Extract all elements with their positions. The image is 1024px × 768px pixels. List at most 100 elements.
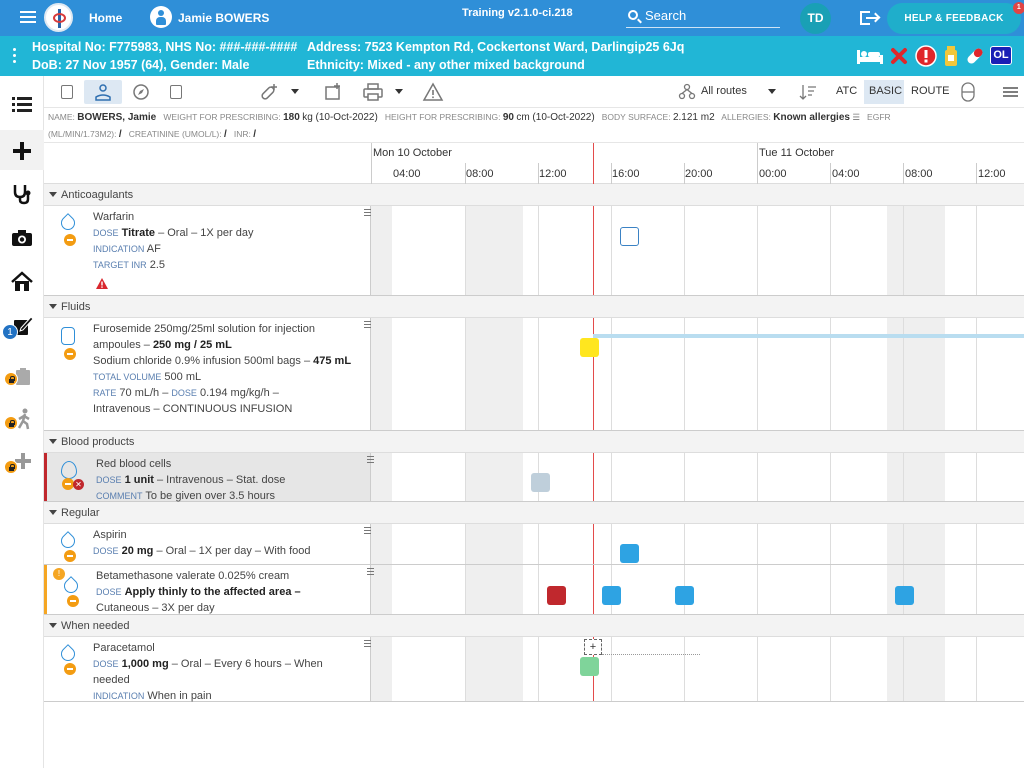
weight-key: WEIGHT FOR PRESCRIBING: <box>163 112 281 122</box>
nav-camera[interactable] <box>0 218 44 258</box>
chart-view-icon[interactable] <box>56 81 78 103</box>
medication-details[interactable]: ! Betamethasone valerate 0.025% cream DO… <box>44 565 374 614</box>
bed-icon[interactable] <box>856 46 884 66</box>
scheduled-dose[interactable] <box>675 586 694 605</box>
nav-add-locked[interactable] <box>0 448 44 488</box>
calendar-add-icon[interactable] <box>322 81 344 103</box>
warning-icon[interactable] <box>96 278 108 289</box>
missed-dose[interactable] <box>547 586 566 605</box>
total-volume-value: 500 mL <box>164 371 202 383</box>
warning-exclaim-icon[interactable] <box>915 45 937 67</box>
basic-view-button[interactable] <box>864 80 904 104</box>
medication-bottle-icon[interactable] <box>943 45 959 67</box>
scheduled-dose[interactable] <box>620 227 639 246</box>
alert-x-icon[interactable] <box>890 47 908 65</box>
chart-toolbar: All routes ATC BASIC ROUTE <box>44 76 1024 108</box>
medication-name: Aspirin <box>93 529 127 541</box>
nav-mobility[interactable] <box>0 404 44 444</box>
dose-key: DOSE <box>96 587 122 597</box>
section-blood-products[interactable]: Blood products <box>44 431 1024 453</box>
logout-icon[interactable] <box>860 9 881 27</box>
clipboard-icon <box>16 368 30 385</box>
row-menu-icon[interactable] <box>364 527 371 536</box>
add-medication-icon[interactable] <box>258 81 280 103</box>
version-label: Training v2.1.0-ci.218 <box>462 7 573 19</box>
user-avatar[interactable]: TD <box>800 3 831 34</box>
medication-row-red-blood-cells[interactable]: ✕ Red blood cells DOSE 1 unit – Intraven… <box>44 453 1024 502</box>
administration-view-tab[interactable] <box>84 80 122 104</box>
scheduled-dose[interactable] <box>620 544 639 563</box>
time-label: 00:00 <box>759 168 787 180</box>
row-menu-icon[interactable] <box>364 321 371 330</box>
atc-view-button[interactable]: ATC <box>836 85 858 97</box>
add-med-dropdown-icon[interactable] <box>291 89 299 94</box>
time-label: 08:00 <box>466 168 494 180</box>
help-feedback-button[interactable]: HELP & FEEDBACK 1 <box>887 2 1024 34</box>
nav-clinical[interactable] <box>0 174 44 214</box>
stat-dose[interactable] <box>531 473 550 492</box>
routes-select[interactable]: All routes <box>701 85 747 97</box>
medication-details[interactable]: Warfarin DOSE Titrate – Oral – 1X per da… <box>44 206 371 295</box>
document-icon[interactable] <box>165 81 187 103</box>
column-menu-icon[interactable] <box>1000 81 1022 103</box>
scheduled-dose[interactable] <box>895 586 914 605</box>
row-menu-icon[interactable] <box>367 456 374 465</box>
medication-name: Furosemide 250mg/25ml solution for injec… <box>93 323 315 351</box>
medication-row-furosemide[interactable]: Furosemide 250mg/25ml solution for injec… <box>44 318 1024 431</box>
ol-badge[interactable]: OL <box>990 46 1012 65</box>
patient-name[interactable]: Jamie BOWERS <box>178 11 270 25</box>
medication-details[interactable]: Aspirin DOSE 20 mg – Oral – 1X per day –… <box>44 524 371 564</box>
section-fluids[interactable]: Fluids <box>44 296 1024 318</box>
pill-icon[interactable] <box>964 45 986 67</box>
nav-home[interactable] <box>0 262 44 302</box>
row-menu-icon[interactable] <box>367 568 374 577</box>
warning-icon[interactable] <box>422 81 444 103</box>
row-menu-icon[interactable] <box>364 640 371 649</box>
timeline-divider <box>371 143 372 185</box>
medication-row-warfarin[interactable]: Warfarin DOSE Titrate – Oral – 1X per da… <box>44 206 1024 296</box>
medication-details[interactable]: ✕ Red blood cells DOSE 1 unit – Intraven… <box>44 453 374 502</box>
infusion-bar[interactable] <box>593 334 1024 338</box>
medication-details[interactable]: Paracetamol DOSE 1,000 mg – Oral – Every… <box>44 637 371 702</box>
home-link[interactable]: Home <box>89 11 123 25</box>
medication-details[interactable]: Furosemide 250mg/25ml solution for injec… <box>44 318 371 430</box>
nav-add[interactable] <box>0 130 44 170</box>
allergies-menu-icon[interactable]: ☰ <box>852 112 860 122</box>
scheduled-dose[interactable] <box>602 586 621 605</box>
route-view-button[interactable]: ROUTE <box>911 85 950 97</box>
medication-row-paracetamol[interactable]: Paracetamol DOSE 1,000 mg – Oral – Every… <box>44 637 1024 702</box>
row-menu-icon[interactable] <box>364 209 371 218</box>
section-anticoagulants[interactable]: Anticoagulants <box>44 184 1024 206</box>
creatinine-value: / <box>224 129 227 140</box>
menu-icon[interactable] <box>20 11 36 23</box>
medication-row-aspirin[interactable]: Aspirin DOSE 20 mg – Oral – 1X per day –… <box>44 524 1024 565</box>
add-prn-dose-button[interactable]: + <box>584 639 602 655</box>
app-logo[interactable] <box>44 3 73 32</box>
timeline-grid <box>371 453 1024 501</box>
search-field[interactable]: Search <box>626 6 780 28</box>
section-regular[interactable]: Regular <box>44 502 1024 524</box>
date-of-birth: DoB: 27 Nov 1957 (64), Gender: Male <box>32 58 250 72</box>
compass-icon[interactable] <box>130 81 152 103</box>
indication-value: AF <box>146 243 161 255</box>
patient-measurements: NAME: BOWERS, Jamie WEIGHT FOR PRESCRIBI… <box>44 108 1024 142</box>
routes-dropdown-icon[interactable] <box>768 89 776 94</box>
print-dropdown-icon[interactable] <box>395 89 403 94</box>
nav-list[interactable] <box>0 86 44 126</box>
time-label: 04:00 <box>832 168 860 180</box>
hand-medication-icon <box>95 84 111 101</box>
capsule-icon[interactable] <box>957 81 979 103</box>
current-time-line <box>593 206 594 295</box>
infusion-start[interactable] <box>580 338 599 357</box>
help-badge: 1 <box>1013 2 1024 14</box>
nav-prescribe[interactable]: 1 <box>0 306 44 346</box>
nav-records[interactable] <box>0 360 44 400</box>
day-divider <box>757 143 758 185</box>
print-icon[interactable] <box>362 81 384 103</box>
section-when-needed[interactable]: When needed <box>44 615 1024 637</box>
sort-icon[interactable] <box>798 81 820 103</box>
prn-dose-given[interactable] <box>580 657 599 676</box>
allergies-value[interactable]: Known allergies <box>773 112 850 123</box>
medication-row-betamethasone[interactable]: ! Betamethasone valerate 0.025% cream DO… <box>44 565 1024 615</box>
more-options-icon[interactable] <box>13 48 16 66</box>
